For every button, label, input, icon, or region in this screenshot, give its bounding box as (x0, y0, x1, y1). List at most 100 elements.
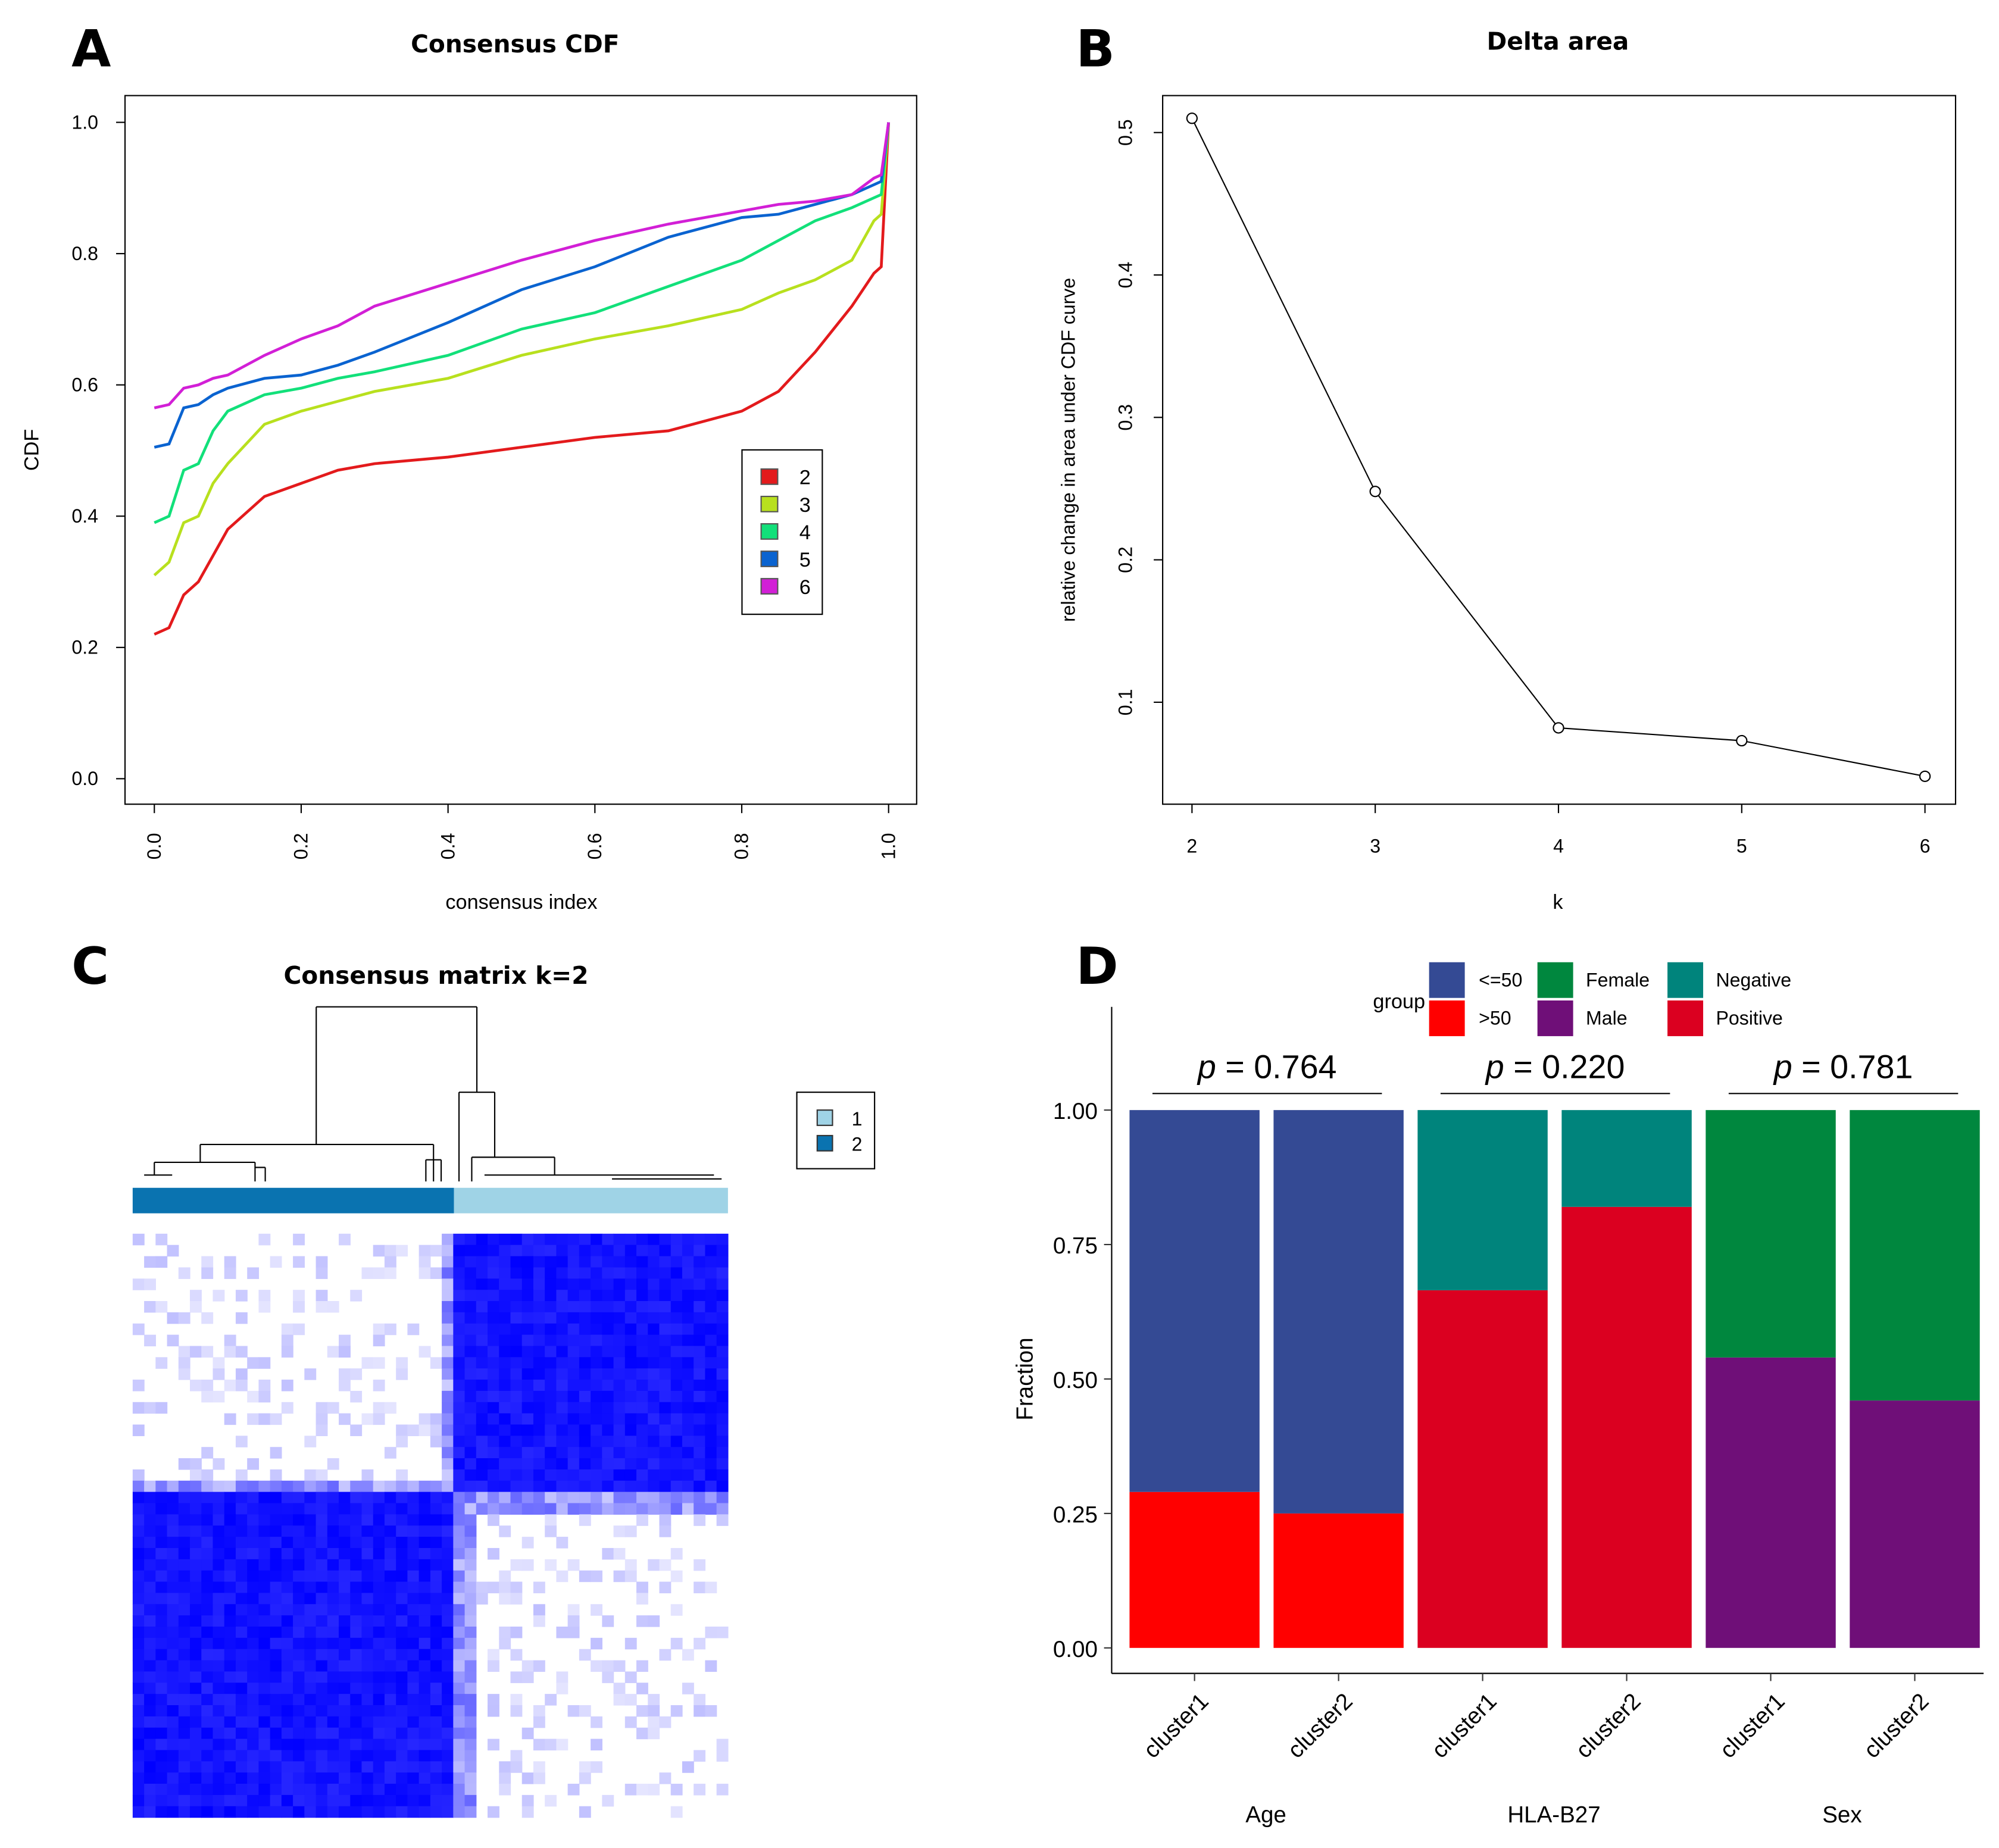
heatmap-cell (373, 1581, 385, 1594)
heatmap-cell (453, 1537, 466, 1549)
heatmap-cell (350, 1649, 363, 1661)
legend-label: 5 (799, 549, 811, 571)
heatmap-cell (545, 1694, 557, 1706)
heatmap-cell (304, 1671, 317, 1683)
heatmap-cell (510, 1447, 523, 1459)
heatmap-cell (430, 1705, 442, 1717)
heatmap-cell (442, 1784, 454, 1796)
heatmap-cell (682, 1256, 694, 1268)
heatmap-cell (464, 1256, 477, 1268)
heatmap-cell (384, 1626, 396, 1639)
heatmap-cell (247, 1604, 260, 1616)
heatmap-cell (213, 1683, 225, 1694)
delta-point-k2 (1186, 112, 1198, 124)
heatmap-cell (224, 1705, 236, 1717)
heatmap-cell (316, 1290, 328, 1302)
heatmap-cell (258, 1514, 271, 1526)
delta-point-k3 (1369, 486, 1381, 498)
heatmap-cell (132, 1727, 145, 1740)
heatmap-cell (579, 1705, 591, 1717)
heatmap-cell (213, 1368, 225, 1380)
heatmap-cell (682, 1436, 694, 1447)
heatmap-cell (384, 1637, 396, 1650)
heatmap-cell (659, 1390, 671, 1403)
heatmap-cell (339, 1604, 351, 1616)
heatmap-cell (499, 1436, 511, 1447)
heatmap-cell (602, 1368, 614, 1380)
heatmap-cell (407, 1547, 420, 1560)
heatmap-cell (648, 1334, 660, 1347)
heatmap-cell (396, 1794, 408, 1807)
heatmap-cell (316, 1267, 328, 1279)
heatmap-cell (418, 1424, 431, 1436)
heatmap-cell (430, 1424, 442, 1436)
heatmap-cell (201, 1447, 214, 1459)
heatmap-cell (316, 1301, 328, 1313)
heatmap-cell (545, 1390, 557, 1403)
heatmap-cell (510, 1368, 523, 1380)
heatmap-cell (670, 1323, 683, 1336)
heatmap-cell (510, 1312, 523, 1324)
heatmap-cell (670, 1244, 683, 1257)
heatmap-cell (155, 1570, 168, 1583)
heatmap-cell (499, 1784, 511, 1796)
heatmap-cell (636, 1581, 648, 1594)
heatmap-cell (613, 1458, 626, 1470)
heatmap-cell (499, 1380, 511, 1392)
heatmap-cell (694, 1402, 706, 1414)
heatmap-cell (339, 1547, 351, 1560)
heatmap-cell (339, 1626, 351, 1639)
heatmap-cell (339, 1413, 351, 1425)
heatmap-cell (545, 1323, 557, 1336)
delta-line (1191, 118, 1925, 777)
heatmap-cell (499, 1772, 511, 1784)
heatmap-cell (361, 1547, 374, 1560)
heatmap-cell (442, 1649, 454, 1661)
y-tick-label: 0.0 (71, 768, 98, 789)
heatmap-cell (682, 1491, 694, 1504)
heatmap-cell (258, 1357, 271, 1369)
heatmap-cell (545, 1267, 557, 1279)
heatmap-cell (567, 1480, 580, 1493)
p-value-label: p = 0.781 (1773, 1049, 1913, 1086)
heatmap-cell (132, 1581, 145, 1594)
heatmap-cell (396, 1784, 408, 1796)
heatmap-cell (476, 1323, 488, 1336)
heatmap-cell (453, 1671, 466, 1683)
heatmap-cell (190, 1761, 202, 1773)
heatmap-cell (224, 1615, 236, 1627)
heatmap-cell (453, 1705, 466, 1717)
heatmap-cell (407, 1593, 420, 1605)
heatmap-cell (258, 1761, 271, 1773)
heatmap-cell (464, 1537, 477, 1549)
bar-segment-Age-cluster1->50 (1129, 1491, 1260, 1648)
heatmap-cell (694, 1694, 706, 1706)
heatmap-cell (373, 1570, 385, 1583)
heatmap-cell (396, 1424, 408, 1436)
bar-segment-HLA-B27-cluster1-Negative (1417, 1110, 1548, 1290)
heatmap-cell (258, 1716, 271, 1728)
heatmap-cell (636, 1615, 648, 1627)
heatmap-cell (155, 1301, 168, 1313)
heatmap-cell (201, 1469, 214, 1481)
heatmap-cell (213, 1604, 225, 1616)
heatmap-cell (464, 1637, 477, 1650)
heatmap-cell (430, 1525, 442, 1537)
heatmap-cell (488, 1458, 499, 1470)
heatmap-cell (613, 1334, 626, 1347)
heatmap-cell (602, 1312, 614, 1324)
heatmap-cell (373, 1593, 385, 1605)
heatmap-cell (510, 1402, 523, 1414)
heatmap-cell (533, 1402, 545, 1414)
heatmap-cell (613, 1244, 626, 1257)
heatmap-cell (384, 1267, 396, 1279)
heatmap-cell (327, 1615, 339, 1627)
heatmap-cell (533, 1413, 545, 1425)
heatmap-cell (602, 1436, 614, 1447)
cdf-line-k3 (153, 122, 891, 577)
heatmap-cell (304, 1761, 317, 1773)
heatmap-cell (178, 1547, 190, 1560)
heatmap-cell (464, 1503, 477, 1515)
heatmap-cell (694, 1581, 706, 1594)
heatmap-cell (636, 1301, 648, 1313)
